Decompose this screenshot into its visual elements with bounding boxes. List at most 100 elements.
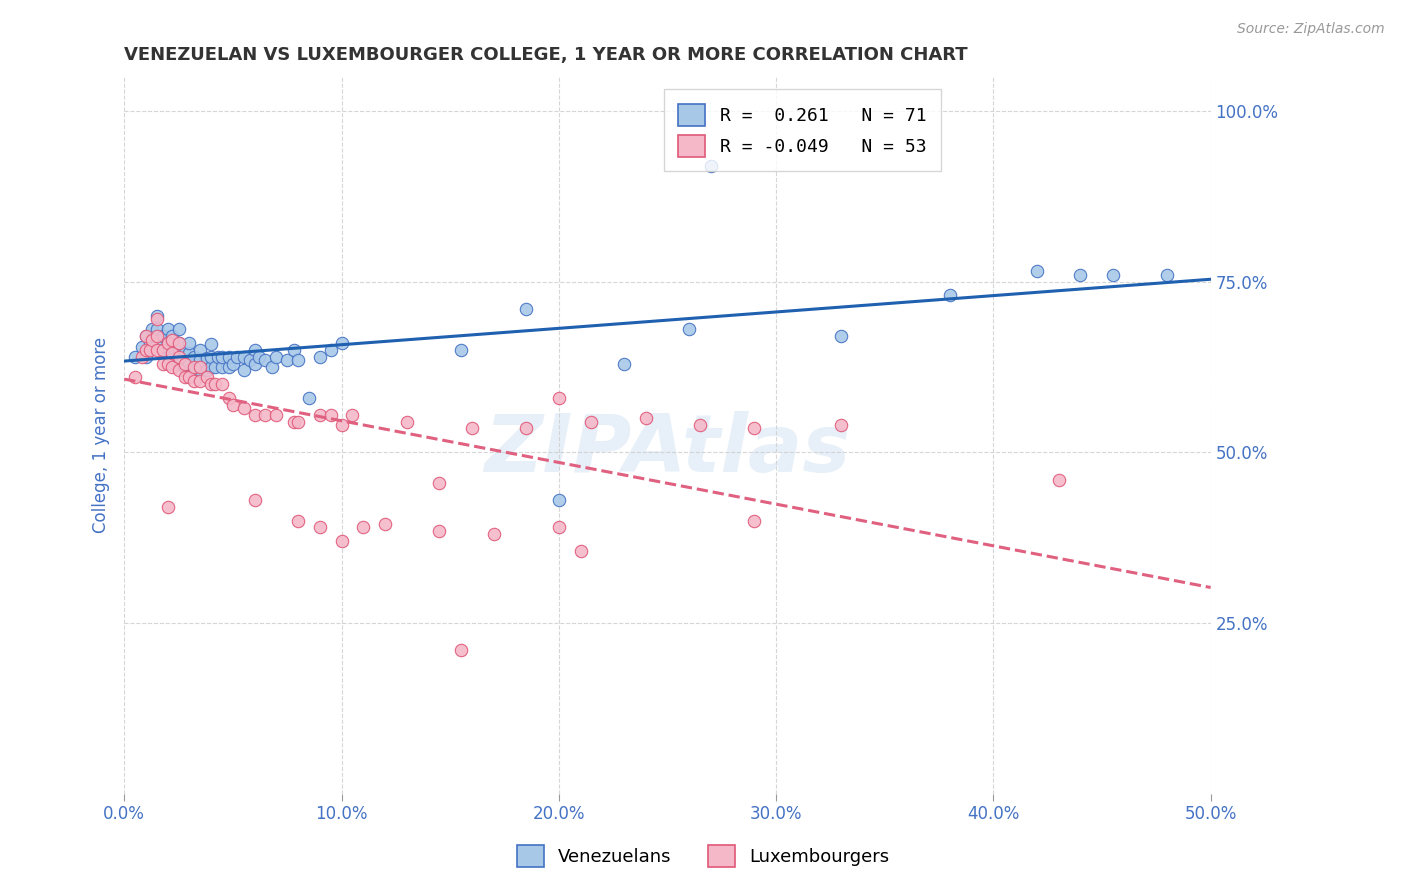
Point bbox=[146, 312, 169, 326]
Point bbox=[152, 343, 174, 357]
Point bbox=[135, 343, 157, 357]
Point bbox=[319, 343, 342, 357]
Point bbox=[139, 343, 162, 357]
Point bbox=[342, 408, 364, 422]
Point bbox=[232, 363, 254, 377]
Point bbox=[830, 418, 852, 433]
Text: ZIPAtlas: ZIPAtlas bbox=[484, 410, 851, 489]
Point bbox=[156, 336, 179, 351]
Point bbox=[744, 514, 766, 528]
Point bbox=[200, 350, 222, 364]
Point bbox=[1047, 473, 1070, 487]
Point bbox=[450, 343, 472, 357]
Point bbox=[1025, 264, 1047, 278]
Point bbox=[152, 343, 174, 357]
Point bbox=[395, 415, 418, 429]
Point bbox=[188, 343, 211, 357]
Point bbox=[330, 336, 353, 351]
Point bbox=[167, 336, 190, 351]
Point bbox=[160, 339, 183, 353]
Legend: Venezuelans, Luxembourgers: Venezuelans, Luxembourgers bbox=[509, 838, 897, 874]
Point bbox=[222, 357, 245, 371]
Point bbox=[156, 500, 179, 514]
Point bbox=[200, 337, 222, 351]
Point bbox=[283, 343, 305, 357]
Point bbox=[515, 301, 537, 316]
Point bbox=[232, 401, 254, 415]
Point bbox=[308, 350, 330, 364]
Point bbox=[1102, 268, 1125, 282]
Point bbox=[239, 353, 262, 368]
Point bbox=[547, 391, 569, 405]
Point bbox=[183, 350, 205, 364]
Point bbox=[287, 415, 309, 429]
Point bbox=[179, 346, 201, 360]
Point bbox=[141, 333, 163, 347]
Point bbox=[156, 350, 179, 364]
Point bbox=[167, 336, 190, 351]
Point bbox=[174, 359, 197, 374]
Point bbox=[254, 408, 277, 422]
Point bbox=[482, 527, 505, 541]
Point bbox=[204, 359, 226, 374]
Point bbox=[204, 377, 226, 392]
Point bbox=[613, 357, 636, 371]
Point bbox=[243, 408, 266, 422]
Point bbox=[352, 520, 374, 534]
Point bbox=[247, 350, 270, 364]
Point bbox=[218, 359, 240, 374]
Point bbox=[200, 359, 222, 374]
Point bbox=[211, 350, 233, 364]
Point bbox=[124, 350, 146, 364]
Point bbox=[461, 421, 484, 435]
Point bbox=[174, 370, 197, 384]
Point bbox=[146, 329, 169, 343]
Point bbox=[174, 357, 197, 371]
Point bbox=[183, 374, 205, 388]
Point bbox=[1069, 268, 1091, 282]
Point bbox=[135, 350, 157, 364]
Point bbox=[547, 493, 569, 508]
Legend: R =  0.261   N = 71, R = -0.049   N = 53: R = 0.261 N = 71, R = -0.049 N = 53 bbox=[664, 89, 941, 171]
Point bbox=[135, 329, 157, 343]
Point bbox=[243, 493, 266, 508]
Point bbox=[515, 421, 537, 435]
Point bbox=[179, 370, 201, 384]
Point bbox=[283, 415, 305, 429]
Point bbox=[218, 391, 240, 405]
Point bbox=[160, 350, 183, 364]
Point bbox=[744, 421, 766, 435]
Point bbox=[167, 350, 190, 364]
Point bbox=[135, 329, 157, 343]
Point bbox=[287, 353, 309, 368]
Point bbox=[207, 350, 229, 364]
Point bbox=[160, 329, 183, 343]
Point bbox=[226, 350, 249, 364]
Point bbox=[146, 322, 169, 336]
Point bbox=[330, 418, 353, 433]
Point bbox=[179, 357, 201, 371]
Point bbox=[167, 343, 190, 357]
Point bbox=[152, 329, 174, 343]
Point bbox=[678, 322, 700, 336]
Text: Source: ZipAtlas.com: Source: ZipAtlas.com bbox=[1237, 22, 1385, 37]
Point bbox=[167, 322, 190, 336]
Point bbox=[254, 353, 277, 368]
Point bbox=[131, 350, 153, 364]
Point bbox=[298, 391, 321, 405]
Point bbox=[308, 408, 330, 422]
Point bbox=[141, 322, 163, 336]
Point bbox=[160, 346, 183, 360]
Point bbox=[188, 363, 211, 377]
Point bbox=[243, 343, 266, 357]
Point bbox=[308, 520, 330, 534]
Point bbox=[222, 398, 245, 412]
Point bbox=[195, 351, 218, 366]
Point bbox=[160, 359, 183, 374]
Point bbox=[195, 370, 218, 384]
Point bbox=[156, 336, 179, 351]
Text: VENEZUELAN VS LUXEMBOURGER COLLEGE, 1 YEAR OR MORE CORRELATION CHART: VENEZUELAN VS LUXEMBOURGER COLLEGE, 1 YE… bbox=[124, 46, 967, 64]
Point bbox=[174, 346, 197, 360]
Point bbox=[156, 322, 179, 336]
Point bbox=[124, 370, 146, 384]
